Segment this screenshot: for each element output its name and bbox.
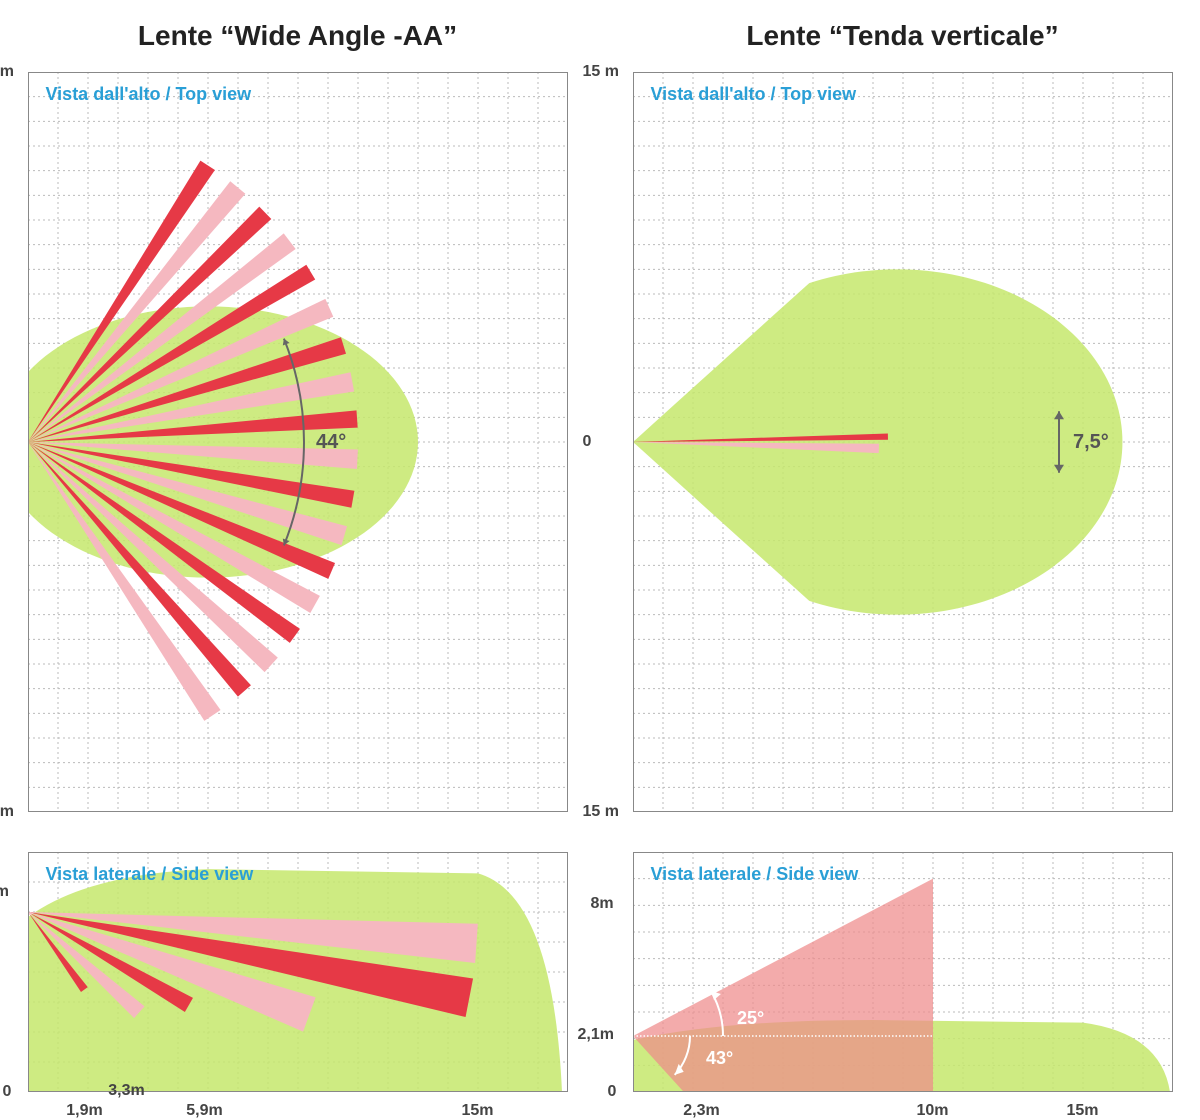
right-side-y0: 0 [608,1083,617,1101]
right-top-chart: 15 m 0 15 m Vista dall'alto / Top view 7… [633,72,1173,812]
svg-text:44°: 44° [316,431,346,453]
right-side-y1: 8m [591,895,614,913]
left-top-chart: 15 m 0 15 m Vista dall'alto / Top view 4… [28,72,568,812]
right-top-y-top: 15 m [583,63,619,81]
left-title: Lente “Wide Angle -AA” [138,20,457,52]
left-side-x2: 3,3m [108,1082,144,1100]
left-side-svg [28,852,568,1092]
left-top-y-bot: 15 m [0,803,14,821]
left-side-view-label: Vista laterale / Side view [46,864,254,885]
right-side-y2: 2,1m [578,1026,614,1044]
svg-text:25°: 25° [737,1008,764,1028]
left-top-view-label: Vista dall'alto / Top view [46,84,252,105]
right-side-x1: 2,3m [683,1102,719,1120]
left-column: Lente “Wide Angle -AA” 15 m 0 15 m Vista… [20,10,575,1111]
right-side-view-label: Vista laterale / Side view [651,864,859,885]
left-side-x4: 15m [461,1102,493,1120]
right-top-view-label: Vista dall'alto / Top view [651,84,857,105]
left-side-x3: 5,9m [186,1102,222,1120]
right-title: Lente “Tenda verticale” [746,20,1058,52]
right-side-x2: 10m [916,1102,948,1120]
right-column: Lente “Tenda verticale” 15 m 0 15 m Vist… [625,10,1180,1111]
diagram-container: Lente “Wide Angle -AA” 15 m 0 15 m Vista… [0,0,1200,1111]
left-side-x1: 1,9m [66,1102,102,1120]
right-side-x3: 15m [1066,1102,1098,1120]
svg-text:43°: 43° [706,1048,733,1068]
right-top-y-bot: 15 m [583,803,619,821]
right-top-y-mid: 0 [583,433,592,451]
left-top-svg: 44° [28,72,568,812]
svg-text:7,5°: 7,5° [1073,431,1109,453]
right-side-chart: 8m 2,1m 0 Vista laterale / Side view 25°… [633,852,1173,1092]
right-top-svg: 7,5° [633,72,1173,812]
left-side-chart: 2,1m 0 Vista laterale / Side view 1,9m 3… [28,852,568,1092]
left-side-y0: 0 [3,1083,12,1101]
left-side-y1: 2,1m [0,883,9,901]
left-top-y-top: 15 m [0,63,14,81]
right-side-svg: 25°43° [633,852,1173,1092]
